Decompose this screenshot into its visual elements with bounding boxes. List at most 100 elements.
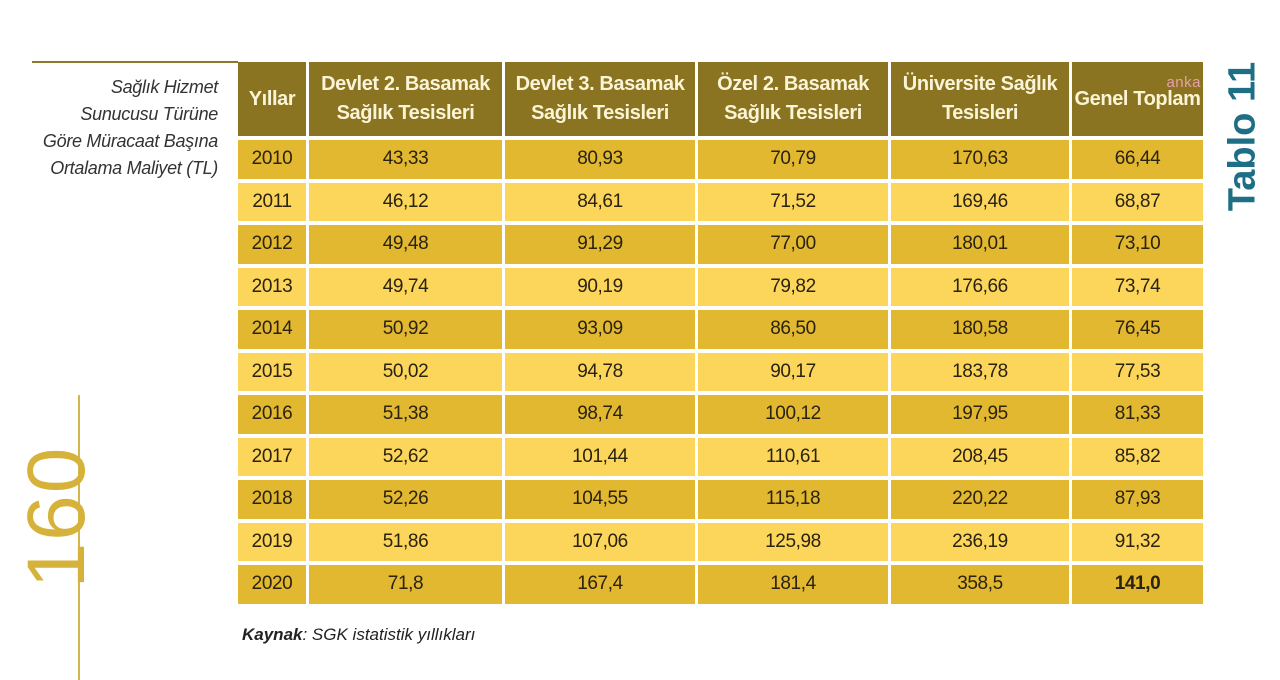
value-cell: 49,74 <box>309 267 502 306</box>
source-label: Kaynak <box>242 625 303 644</box>
year-cell: 2014 <box>238 310 306 349</box>
table-row: 2020 71,8 167,4 181,4 358,5 141,0 <box>238 565 1203 604</box>
value-cell: 49,48 <box>309 225 502 264</box>
year-cell: 2011 <box>238 182 306 221</box>
table-row: 2018 52,26 104,55 115,18 220,22 87,93 <box>238 480 1203 519</box>
column-header-label: Devlet 3. Basamak Sağlık Tesisleri <box>515 73 685 124</box>
value-cell: 197,95 <box>891 395 1069 434</box>
table-caption: Sağlık Hizmet Sunucusu Türüne Göre Mürac… <box>42 77 218 178</box>
table-row: 2015 50,02 94,78 90,17 183,78 77,53 <box>238 352 1203 391</box>
cost-table: Yıllar Devlet 2. Basamak Sağlık Tesisleri… <box>235 58 1206 608</box>
value-cell: 43,33 <box>309 140 502 179</box>
value-cell: 98,74 <box>505 395 695 434</box>
value-cell: 51,38 <box>309 395 502 434</box>
column-header-label: Üniversite Sağlık Tesisleri <box>902 73 1058 124</box>
value-cell: 66,44 <box>1072 140 1203 179</box>
year-cell: 2015 <box>238 352 306 391</box>
value-cell: 46,12 <box>309 182 502 221</box>
table-row: 2010 43,33 80,93 70,79 170,63 66,44 <box>238 140 1203 179</box>
value-cell: 236,19 <box>891 522 1069 561</box>
value-cell: 70,79 <box>698 140 888 179</box>
column-header-label: Özel 2. Basamak Sağlık Tesisleri <box>717 73 869 124</box>
year-cell: 2017 <box>238 437 306 476</box>
value-cell: 81,33 <box>1072 395 1203 434</box>
value-cell: 51,86 <box>309 522 502 561</box>
table-row: 2013 49,74 90,19 79,82 176,66 73,74 <box>238 267 1203 306</box>
value-cell: 52,62 <box>309 437 502 476</box>
year-cell: 2010 <box>238 140 306 179</box>
column-header: Devlet 3. Basamak Sağlık Tesisleri <box>505 62 695 136</box>
value-cell: 115,18 <box>698 480 888 519</box>
value-cell: 84,61 <box>505 182 695 221</box>
value-cell: 73,74 <box>1072 267 1203 306</box>
value-cell: 50,92 <box>309 310 502 349</box>
value-cell: 101,44 <box>505 437 695 476</box>
value-cell: 50,02 <box>309 352 502 391</box>
year-cell: 2016 <box>238 395 306 434</box>
value-cell: 180,01 <box>891 225 1069 264</box>
value-cell: 77,53 <box>1072 352 1203 391</box>
value-cell: 208,45 <box>891 437 1069 476</box>
table-header-row: Yıllar Devlet 2. Basamak Sağlık Tesisleri… <box>238 62 1203 136</box>
value-cell: 107,06 <box>505 522 695 561</box>
value-cell: 87,93 <box>1072 480 1203 519</box>
value-cell: 358,5 <box>891 565 1069 604</box>
source-text: : SGK istatistik yıllıkları <box>302 625 476 644</box>
value-cell: 169,46 <box>891 182 1069 221</box>
table-row: 2017 52,62 101,44 110,61 208,45 85,82 <box>238 437 1203 476</box>
year-cell: 2019 <box>238 522 306 561</box>
value-cell: 93,09 <box>505 310 695 349</box>
column-header: Devlet 2. Basamak Sağlık Tesisleri <box>309 62 502 136</box>
year-cell: 2018 <box>238 480 306 519</box>
year-cell: 2013 <box>238 267 306 306</box>
value-cell: 52,26 <box>309 480 502 519</box>
column-header: Genel Toplam anka <box>1072 62 1203 136</box>
margin-rule <box>78 395 80 680</box>
table-row: 2019 51,86 107,06 125,98 236,19 91,32 <box>238 522 1203 561</box>
value-cell: 73,10 <box>1072 225 1203 264</box>
value-cell: 76,45 <box>1072 310 1203 349</box>
column-header: Özel 2. Basamak Sağlık Tesisleri <box>698 62 888 136</box>
year-cell: 2020 <box>238 565 306 604</box>
source-note: Kaynak: SGK istatistik yıllıkları <box>242 625 475 645</box>
year-cell: 2012 <box>238 225 306 264</box>
watermark: anka <box>1166 74 1201 91</box>
value-cell: 86,50 <box>698 310 888 349</box>
column-header-label: Genel Toplam <box>1074 87 1201 110</box>
value-cell: 71,52 <box>698 182 888 221</box>
value-cell: 141,0 <box>1072 565 1203 604</box>
value-cell: 100,12 <box>698 395 888 434</box>
value-cell: 80,93 <box>505 140 695 179</box>
value-cell: 183,78 <box>891 352 1069 391</box>
table-row: 2012 49,48 91,29 77,00 180,01 73,10 <box>238 225 1203 264</box>
table-row: 2014 50,92 93,09 86,50 180,58 76,45 <box>238 310 1203 349</box>
column-header-label: Yıllar <box>248 87 296 110</box>
table-row: 2011 46,12 84,61 71,52 169,46 68,87 <box>238 182 1203 221</box>
value-cell: 167,4 <box>505 565 695 604</box>
value-cell: 220,22 <box>891 480 1069 519</box>
value-cell: 94,78 <box>505 352 695 391</box>
value-cell: 181,4 <box>698 565 888 604</box>
value-cell: 71,8 <box>309 565 502 604</box>
table-row: 2016 51,38 98,74 100,12 197,95 81,33 <box>238 395 1203 434</box>
value-cell: 90,17 <box>698 352 888 391</box>
value-cell: 68,87 <box>1072 182 1203 221</box>
column-header-label: Devlet 2. Basamak Sağlık Tesisleri <box>321 73 490 124</box>
value-cell: 180,58 <box>891 310 1069 349</box>
value-cell: 91,32 <box>1072 522 1203 561</box>
value-cell: 90,19 <box>505 267 695 306</box>
page-number: 160 <box>11 445 102 589</box>
value-cell: 104,55 <box>505 480 695 519</box>
top-rule <box>32 61 238 63</box>
value-cell: 77,00 <box>698 225 888 264</box>
table-label: Tablo 11 <box>1221 61 1264 212</box>
column-header: Yıllar <box>238 62 306 136</box>
value-cell: 79,82 <box>698 267 888 306</box>
value-cell: 176,66 <box>891 267 1069 306</box>
value-cell: 170,63 <box>891 140 1069 179</box>
value-cell: 110,61 <box>698 437 888 476</box>
value-cell: 125,98 <box>698 522 888 561</box>
value-cell: 91,29 <box>505 225 695 264</box>
value-cell: 85,82 <box>1072 437 1203 476</box>
column-header: Üniversite Sağlık Tesisleri <box>891 62 1069 136</box>
